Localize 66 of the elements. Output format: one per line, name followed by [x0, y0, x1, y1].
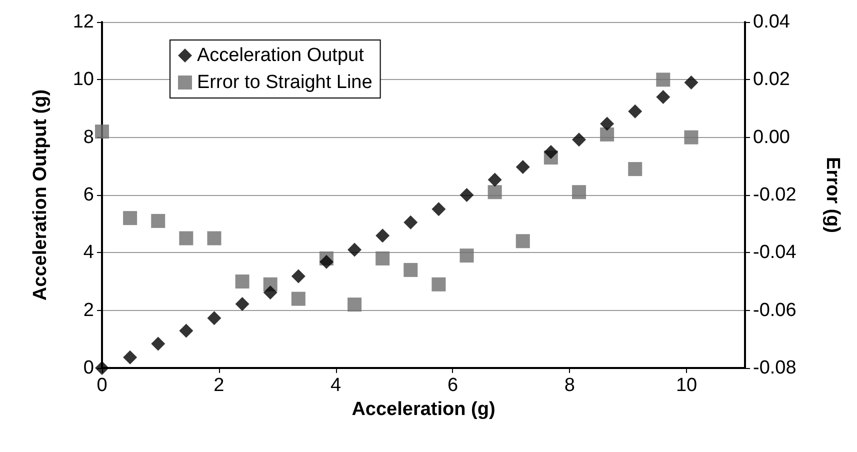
x-axis-title: Acceleration (g) [352, 398, 496, 420]
point [95, 124, 109, 139]
x-tick-label: 6 [447, 375, 458, 396]
y-axis-title: Acceleration Output (g) [30, 89, 51, 301]
point [656, 90, 670, 104]
point [123, 350, 138, 364]
point [684, 76, 698, 90]
point [656, 72, 670, 87]
y-tick-label: 0 [83, 358, 94, 378]
point [376, 251, 390, 266]
point [460, 188, 474, 202]
point [628, 104, 642, 118]
point [235, 296, 250, 311]
point [291, 292, 306, 306]
x-tick-label: 2 [214, 375, 224, 396]
point [488, 172, 502, 187]
x-tick-label: 4 [330, 375, 342, 396]
y2-tick-label: -0.08 [753, 358, 796, 378]
point [123, 211, 138, 226]
point [376, 228, 390, 243]
y2-axis-title: Error (g) [822, 157, 843, 233]
point [95, 361, 109, 375]
y2-tick-label: 0.02 [753, 69, 790, 90]
y-tick-label: 12 [72, 12, 94, 32]
point [572, 185, 586, 200]
point [151, 336, 166, 351]
point [684, 130, 698, 144]
point [600, 127, 614, 142]
point [207, 311, 222, 326]
point [263, 285, 278, 300]
point [235, 274, 250, 288]
y2-tick-label: -0.04 [753, 242, 797, 264]
point [488, 185, 502, 200]
point [432, 202, 446, 216]
y2-tick-label: 0.04 [753, 12, 790, 32]
legend-label: Error to Straight Line [197, 72, 372, 93]
y-tick-label: 4 [83, 242, 94, 264]
y2-tick-label: -0.06 [753, 300, 796, 321]
legend-label: Acceleration Output [197, 45, 365, 66]
point [572, 132, 586, 147]
point [600, 116, 614, 131]
point [460, 248, 474, 263]
x-tick-label: 8 [564, 375, 575, 396]
point [179, 231, 194, 246]
y-tick-label: 8 [83, 126, 94, 148]
point [348, 242, 362, 257]
point [516, 234, 530, 248]
x-tick-label: 10 [676, 375, 698, 396]
point [319, 254, 334, 269]
y-tick-label: 6 [83, 184, 94, 206]
y-tick-label: 2 [83, 300, 94, 321]
point [151, 214, 166, 228]
point [207, 231, 222, 246]
point [628, 162, 642, 176]
point [179, 324, 194, 338]
point [544, 145, 558, 160]
point [404, 262, 418, 277]
point [432, 277, 446, 292]
point [516, 160, 530, 174]
point [348, 298, 362, 312]
y2-tick-label: 0.00 [753, 126, 790, 148]
point [291, 269, 306, 284]
point [404, 215, 418, 230]
y2-tick-label: -0.02 [753, 184, 796, 206]
y-tick-label: 10 [72, 69, 94, 90]
x-tick-label: 0 [96, 375, 108, 396]
